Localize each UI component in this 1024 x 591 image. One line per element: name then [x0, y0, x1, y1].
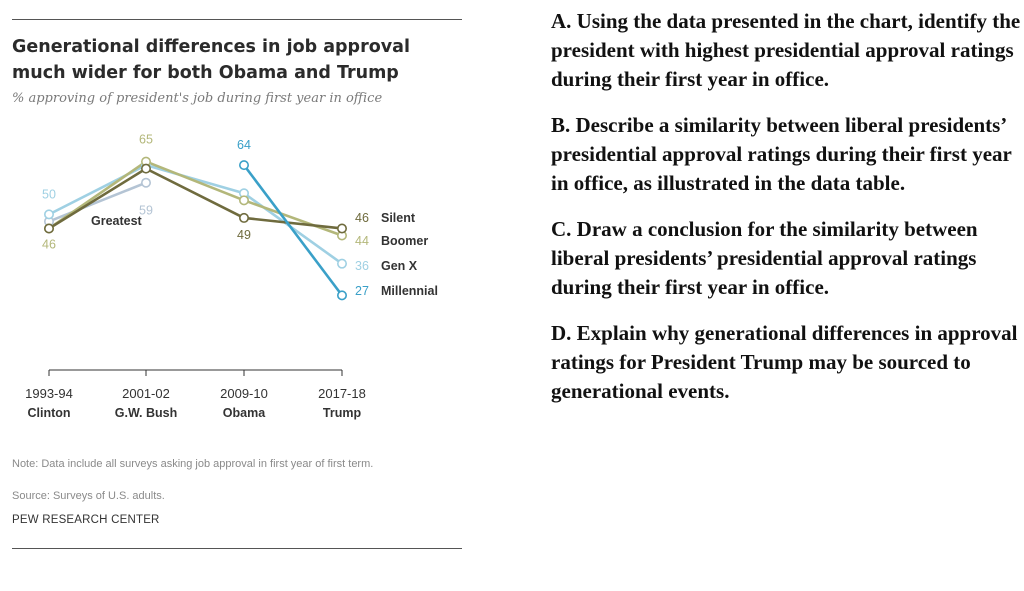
- data-label-millennial: 64: [237, 138, 251, 152]
- line-chart: 65 64 50 46 59 49 46 Silent 44 Boomer 36 Gen X 27 Mil…: [25, 133, 438, 420]
- chart-subtitle: % approving of president's job during fi…: [12, 91, 383, 106]
- data-point-gen-x: [336, 258, 347, 269]
- end-value-millennial: 27: [355, 284, 369, 298]
- data-point-gen-x: [43, 209, 54, 220]
- series-name-gen-x: Gen X: [381, 259, 418, 273]
- end-value-boomer: 44: [355, 234, 369, 248]
- data-point-silent: [141, 163, 152, 174]
- data-point-greatest: [141, 177, 152, 188]
- data-label-greatest: 59: [139, 204, 153, 218]
- x-tick-sublabel: G.W. Bush: [115, 406, 178, 420]
- data-point-silent: [239, 212, 250, 223]
- x-tick-label: 2009-10: [220, 386, 268, 401]
- data-label-silent: 49: [237, 228, 251, 242]
- top-rule: [12, 19, 462, 20]
- series-name-boomer: Boomer: [381, 234, 428, 248]
- brand-label: PEW RESEARCH CENTER: [12, 514, 160, 526]
- series-name-silent: Silent: [381, 211, 416, 225]
- series-line-millennial: [242, 164, 344, 297]
- series-line-boomer: [48, 160, 343, 237]
- chart-source: Source: Surveys of U.S. adults.: [12, 490, 165, 502]
- data-label-boomer: 65: [139, 133, 153, 147]
- chart-title: Generational differences in job approval…: [12, 37, 410, 83]
- bottom-rule: [12, 548, 462, 549]
- series-name-greatest: Greatest: [91, 214, 143, 228]
- x-tick-sublabel: Obama: [223, 406, 266, 420]
- data-point-millennial: [239, 160, 250, 171]
- end-value-gen-x: 36: [355, 259, 369, 273]
- data-point-millennial: [336, 290, 347, 301]
- x-tick-label: 2001-02: [122, 386, 170, 401]
- data-point-silent: [43, 223, 54, 234]
- data-point-boomer: [239, 195, 250, 206]
- data-point-silent: [336, 223, 347, 234]
- x-tick-label: 2017-18: [318, 386, 366, 401]
- data-label-boomer: 46: [42, 237, 56, 251]
- series-line-silent: [48, 167, 343, 230]
- series-line-greatest: [48, 181, 147, 223]
- data-label-gen-x: 50: [42, 187, 56, 201]
- questions-panel: A. Using the data presented in the chart…: [551, 7, 1021, 423]
- question-d: D. Explain why generational differences …: [551, 321, 1018, 403]
- question-b: B. Describe a similarity between liberal…: [551, 113, 1012, 195]
- series-name-millennial: Millennial: [381, 284, 438, 298]
- chart-note: Note: Data include all surveys asking jo…: [12, 458, 374, 470]
- question-a: A. Using the data presented in the chart…: [551, 9, 1021, 91]
- question-c: C. Draw a conclusion for the similarity …: [551, 217, 978, 299]
- end-value-silent: 46: [355, 211, 369, 225]
- x-tick-sublabel: Clinton: [27, 406, 70, 420]
- x-tick-label: 1993-94: [25, 386, 73, 401]
- x-tick-sublabel: Trump: [323, 406, 362, 420]
